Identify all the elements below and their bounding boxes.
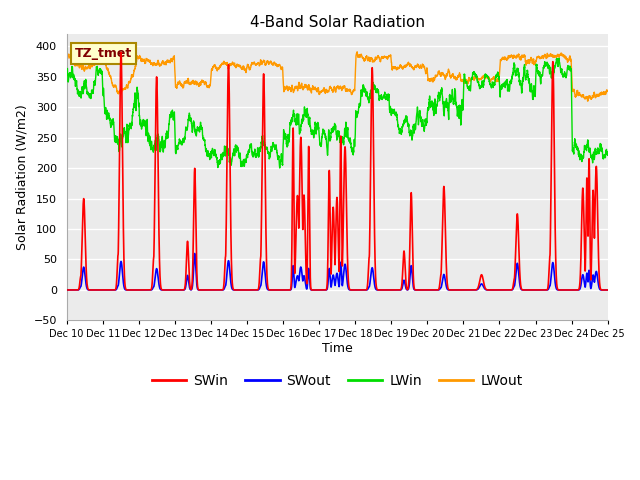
Y-axis label: Solar Radiation (W/m2): Solar Radiation (W/m2): [15, 104, 28, 250]
X-axis label: Time: Time: [322, 342, 353, 355]
Text: TZ_tmet: TZ_tmet: [75, 47, 132, 60]
Title: 4-Band Solar Radiation: 4-Band Solar Radiation: [250, 15, 425, 30]
Legend: SWin, SWout, LWin, LWout: SWin, SWout, LWin, LWout: [146, 369, 528, 394]
